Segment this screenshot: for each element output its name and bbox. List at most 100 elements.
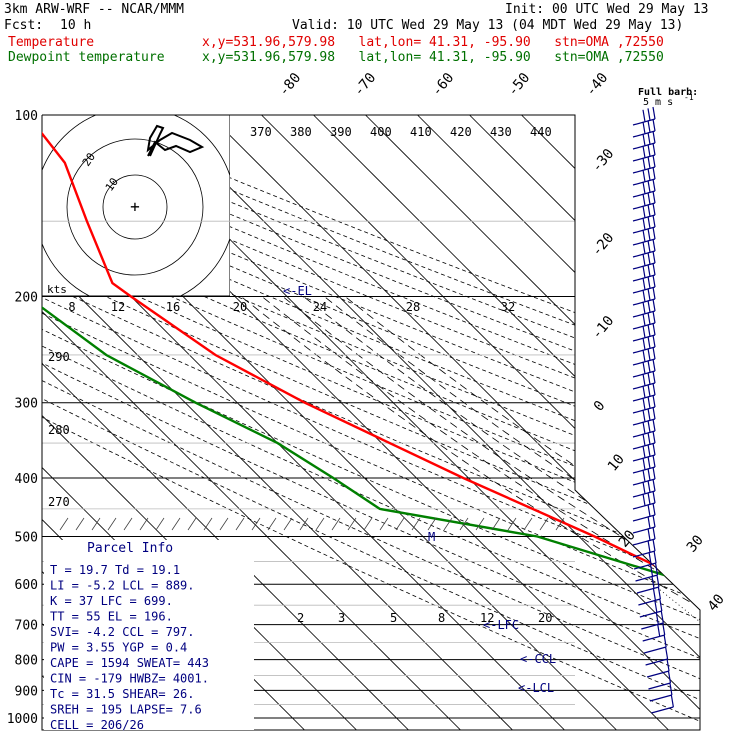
dry-adiabat-line: [42, 115, 700, 730]
wind-barb-staff: [651, 706, 674, 714]
wind-barb-small: [411, 517, 421, 531]
wind-barb-staff: [648, 682, 671, 690]
wind-barb-flag: [642, 217, 646, 230]
el-annotation: <-EL: [283, 284, 312, 298]
wind-barb-flag: [647, 432, 651, 445]
parcel-info-row: PW = 3.55 YGP = 0.4: [50, 641, 187, 655]
wind-barb-staff: [632, 478, 656, 486]
wind-barb-flag: [655, 612, 659, 625]
hodograph-speed-label: 24: [313, 300, 327, 314]
theta-label: 400: [370, 125, 392, 139]
wind-barb-flag: [652, 106, 656, 120]
wind-barb-flag: [657, 624, 661, 637]
wind-barb: [632, 142, 656, 162]
mixing-ratio-label: 20: [538, 611, 552, 625]
wind-barb-flag: [647, 312, 651, 325]
wind-barb-flag: [647, 156, 651, 169]
mixing-ratio-label: 5: [390, 611, 397, 625]
wind-barb: [632, 202, 656, 222]
hodograph-speed-label: 28: [406, 300, 420, 314]
isotherm-line: [42, 115, 462, 730]
wind-barb: [632, 178, 656, 198]
parcel-info-row: CELL = 206/26: [50, 718, 144, 732]
mixing-ratio-label: 8: [438, 611, 445, 625]
wind-barb-staff: [632, 178, 656, 186]
wind-barb-flag: [642, 349, 646, 362]
theta-label: 410: [410, 125, 432, 139]
wind-barb-flag: [642, 337, 646, 350]
hodograph-units-label: kts: [47, 283, 67, 296]
parcel-info-row: TT = 55 EL = 196.: [50, 610, 173, 624]
wind-barb-flag: [649, 564, 654, 577]
wind-barb: [632, 430, 656, 450]
model-title: 3km ARW-WRF -- NCAR/MMM: [4, 2, 185, 17]
wind-barb: [642, 622, 666, 642]
wind-barb-small: [219, 517, 229, 531]
wind-barb-staff: [644, 646, 667, 654]
pressure-tick-label: 800: [15, 654, 38, 669]
dewpoint-profile-line: [42, 115, 700, 709]
wind-barb-staff: [632, 406, 656, 414]
wind-barb-flag: [642, 289, 646, 302]
pressure-tick-label: 900: [15, 684, 38, 699]
wind-barb-small: [379, 517, 389, 531]
isotherm-label: 40: [705, 591, 728, 614]
wind-barb-staff: [632, 214, 656, 222]
wind-barb: [632, 502, 656, 522]
wind-barb-flag: [660, 610, 664, 624]
wind-barb-flag: [652, 538, 656, 552]
wind-barb: [632, 322, 656, 342]
wind-barb-staff: [632, 262, 656, 270]
parcel-info-row: CAPE = 1594 SWEAT= 443: [50, 656, 209, 670]
isotherm-label: 10: [605, 451, 628, 474]
plot-frame: [41, 114, 701, 731]
wind-barb-flag: [647, 288, 651, 301]
isotherm-label: -30: [589, 146, 618, 176]
wind-barb-small: [139, 517, 149, 531]
wind-barb-flag: [647, 540, 651, 553]
wind-barb-flag: [657, 586, 661, 600]
hodograph-ring-label: 20: [80, 150, 98, 168]
wind-barb: [632, 490, 656, 510]
wind-barb-flag: [642, 301, 646, 314]
wind-barb-flag: [642, 493, 646, 506]
wind-barb-flag: [652, 358, 656, 372]
wind-barb-flag: [652, 370, 656, 384]
isotherm-label: -50: [505, 70, 534, 100]
wind-barb-flag: [642, 325, 646, 338]
wind-barb-flag: [652, 238, 656, 252]
pressure-tick-label: 400: [15, 472, 38, 487]
isotherm-line: [261, 115, 700, 730]
wind-barb-flag: [648, 552, 652, 565]
mixed-layer-annotation: M: [428, 530, 435, 544]
mixing-ratio-label: 3: [338, 611, 345, 625]
isotherm-label: 0: [591, 398, 609, 415]
theta-label: 430: [490, 125, 512, 139]
wind-barb-small: [251, 517, 261, 531]
wind-barb-flag: [642, 373, 646, 386]
wind-barb-flag: [642, 265, 646, 278]
wind-barb-flag: [642, 109, 646, 122]
wind-barb-flag: [652, 118, 656, 132]
wind-barb: [635, 562, 659, 582]
parcel-info-panel: [44, 540, 254, 730]
wind-barb-flag: [647, 144, 651, 157]
isotherm-label: -40: [583, 70, 612, 100]
wind-barb: [645, 646, 669, 666]
wind-barb: [632, 310, 656, 330]
wind-barb-flag: [652, 274, 656, 288]
lfc-annotation: <-LFC: [483, 618, 519, 632]
parcel-info-title: Parcel Info: [87, 541, 173, 556]
wind-barb: [632, 262, 656, 282]
wind-barb: [632, 130, 656, 150]
wind-barb-flag: [642, 469, 646, 482]
isotherm-line: [365, 115, 700, 730]
wind-barb: [644, 634, 667, 654]
wind-barb-flag: [647, 468, 651, 481]
wind-barb-staff: [632, 154, 656, 162]
hodograph-speed-label: 12: [111, 300, 125, 314]
wind-barb-flag: [652, 142, 656, 156]
wind-barb-staff: [641, 622, 664, 630]
parcel-info-row: Tc = 31.5 SHEAR= 26.: [50, 687, 195, 701]
